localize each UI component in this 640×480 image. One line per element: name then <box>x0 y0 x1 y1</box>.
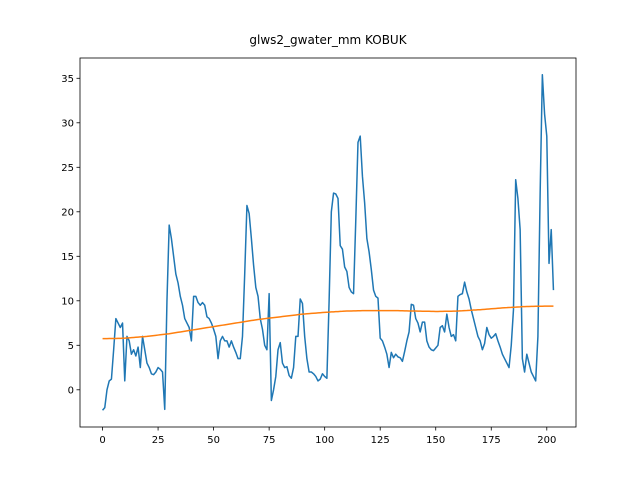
y-tick-label: 25 <box>61 163 74 174</box>
series-line <box>101 73 555 411</box>
y-tick-label: 15 <box>61 252 74 263</box>
x-tick-label: 125 <box>371 435 390 446</box>
x-tick-label: 175 <box>482 435 501 446</box>
y-tick-label: 20 <box>61 207 74 218</box>
x-tick-label: 25 <box>152 435 165 446</box>
chart-title: glws2_gwater_mm KOBUK <box>249 33 407 47</box>
y-tick-label: 10 <box>61 296 74 307</box>
x-tick-label: 200 <box>537 435 556 446</box>
y-tick-label: 30 <box>61 118 74 129</box>
x-tick-label: 0 <box>99 435 105 446</box>
x-tick-label: 150 <box>426 435 445 446</box>
y-tick-label: 5 <box>68 341 74 352</box>
y-tick-label: 0 <box>68 385 74 396</box>
y-tick-label: 35 <box>61 74 74 85</box>
x-tick-label: 75 <box>263 435 276 446</box>
x-tick-label: 100 <box>315 435 334 446</box>
plot-frame <box>79 57 577 428</box>
x-tick-label: 50 <box>207 435 220 446</box>
series-line <box>102 305 554 340</box>
